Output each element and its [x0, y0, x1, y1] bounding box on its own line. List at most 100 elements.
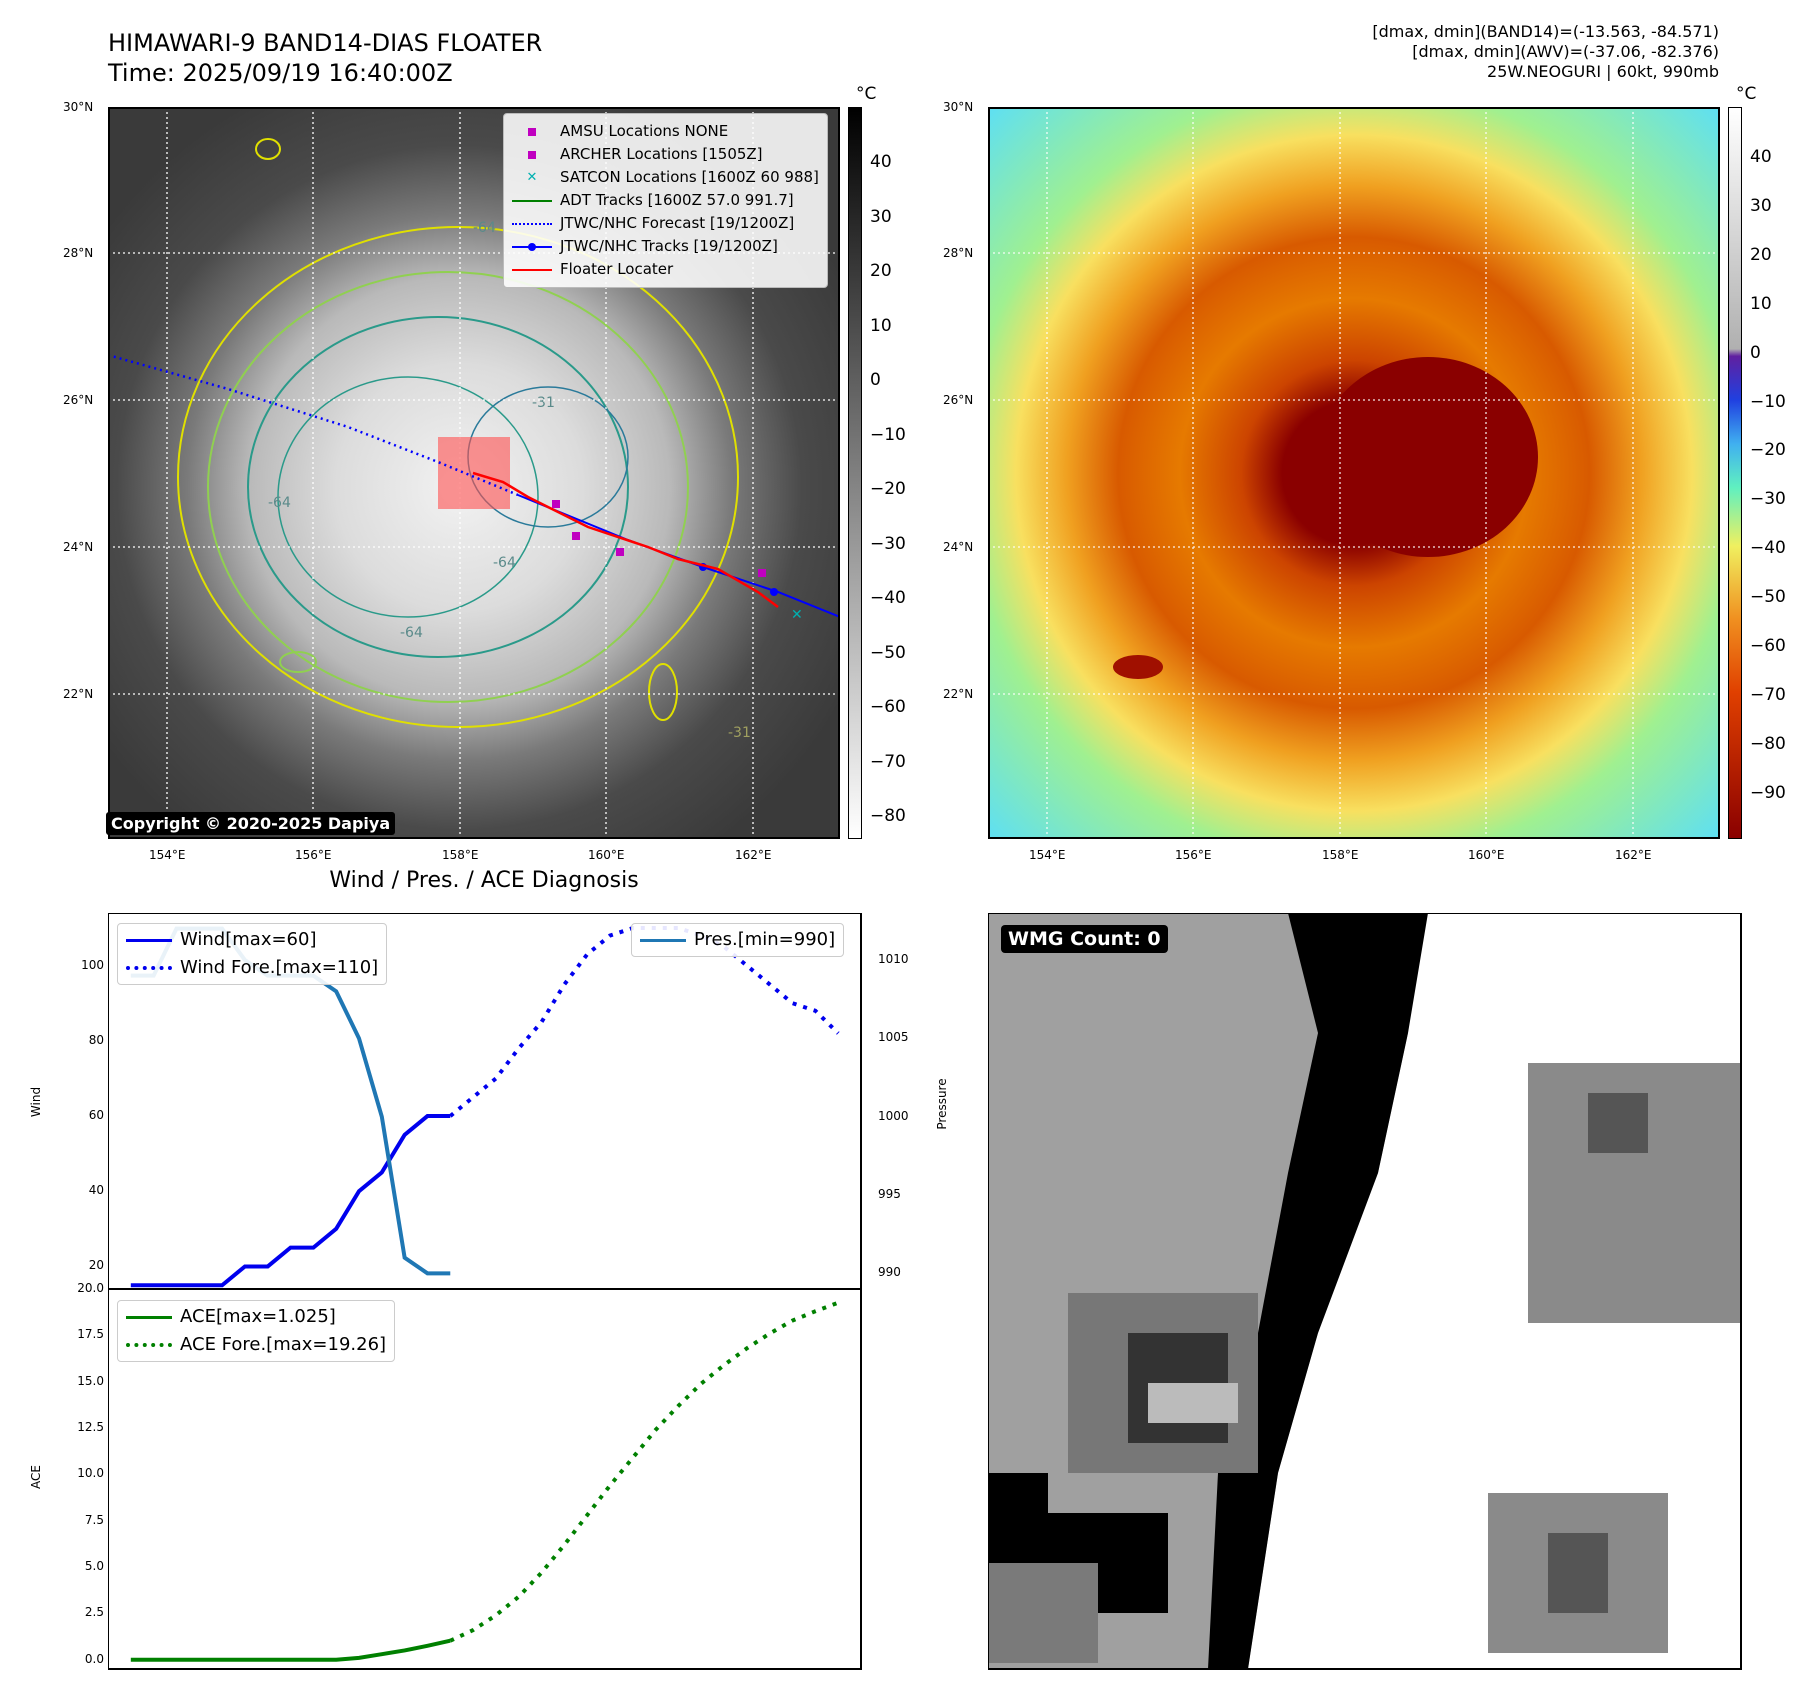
- contour-label: -64: [473, 220, 496, 236]
- legend-item: ARCHER Locations [1505Z]: [512, 143, 819, 166]
- colorbar-tick-label: −10: [870, 424, 906, 445]
- axis-tick-label: 7.5: [84, 1512, 104, 1527]
- colorbar-awv: [1728, 107, 1742, 839]
- colorbar-tick-label: −60: [1750, 636, 1786, 656]
- axis-tick-label: 990: [878, 1265, 901, 1280]
- legend-item: Floater Locater: [512, 258, 819, 281]
- legend-item: AMSU Locations NONE: [512, 120, 819, 143]
- lat-label: 22°N: [943, 687, 974, 701]
- ace-legend: ACE[max=1.025] ACE Fore.[max=19.26]: [117, 1300, 396, 1362]
- lon-label: 158°E: [1322, 848, 1359, 862]
- colorbar-tick-label: 40: [870, 152, 892, 172]
- legend-pres: Pres.[min=990]: [694, 929, 836, 950]
- axis-tick-label: 40: [88, 1183, 104, 1198]
- lat-label: 30°N: [63, 100, 94, 114]
- axis-tick-label: 20: [88, 1258, 104, 1273]
- contour-label: -64: [268, 495, 291, 511]
- axis-tick-label: 0.0: [84, 1651, 104, 1666]
- pressure-legend: Pres.[min=990]: [631, 923, 845, 957]
- wmg-panel: [988, 913, 1742, 1670]
- colorbar-tick-label: −80: [870, 806, 906, 826]
- axis-tick-label: 12.5: [77, 1420, 104, 1435]
- colorbar-tick-label: −50: [870, 642, 906, 663]
- lat-label: 26°N: [943, 393, 974, 407]
- colorbar-tick-label: 10: [870, 315, 892, 336]
- colorbar-tick-label: −50: [1750, 587, 1786, 608]
- axis-tick-label: 80: [88, 1032, 104, 1047]
- info-line-3: 25W.NEOGURI | 60kt, 990mb: [1487, 62, 1719, 81]
- colorbar-tick-label: −60: [870, 697, 906, 717]
- colorbar-tick-label: −40: [1750, 538, 1786, 559]
- colorbar-tick-label: 30: [870, 206, 892, 227]
- colorbar-unit: °C: [1736, 84, 1757, 104]
- colorbar-tick-label: 30: [1750, 195, 1772, 216]
- legend-wind-fore: Wind Fore.[max=110]: [180, 957, 379, 978]
- legend-item: JTWC/NHC Tracks [19/1200Z]: [512, 235, 819, 258]
- lon-label: 156°E: [295, 848, 332, 862]
- wmg-count-badge: WMG Count: 0: [1001, 925, 1168, 953]
- legend-ace-fore: ACE Fore.[max=19.26]: [180, 1334, 387, 1355]
- contour-label: -31: [532, 395, 555, 411]
- ace-series: [130, 1638, 451, 1662]
- axis-tick-label: 1005: [878, 1030, 909, 1045]
- storm-info: [dmax, dmin](BAND14)=(-13.563, -84.571) …: [1372, 22, 1719, 82]
- wind-series: [130, 1114, 451, 1288]
- lat-label: 22°N: [63, 687, 94, 701]
- title-line-1: HIMAWARI-9 BAND14-DIAS FLOATER: [108, 29, 543, 57]
- colorbar-tick-label: 10: [1750, 293, 1772, 314]
- contour-label: -31: [728, 725, 751, 741]
- lon-label: 160°E: [588, 848, 625, 862]
- lat-label: 24°N: [63, 540, 94, 554]
- svg-text:✕: ✕: [791, 607, 803, 623]
- axis-tick-label: 1000: [878, 1108, 909, 1123]
- colorbar-tick-label: −20: [870, 479, 906, 499]
- lon-label: 158°E: [442, 848, 479, 862]
- lon-label: 156°E: [1175, 848, 1212, 862]
- colorbar-tick-label: 0: [1750, 342, 1761, 363]
- colorbar-tick-label: −40: [870, 588, 906, 608]
- colorbar-tick-label: −90: [1750, 782, 1786, 803]
- lon-label: 162°E: [1615, 848, 1652, 862]
- axis-tick-label: 10.0: [77, 1466, 104, 1481]
- colorbar-gray: [848, 107, 862, 839]
- map-legend: AMSU Locations NONE ARCHER Locations [15…: [503, 113, 828, 288]
- colorbar-unit: °C: [856, 84, 877, 104]
- lat-label: 30°N: [943, 100, 974, 114]
- lat-label: 24°N: [943, 540, 974, 554]
- info-line-2: [dmax, dmin](AWV)=(-37.06, -82.376): [1412, 42, 1719, 61]
- colorbar-tick-label: 40: [1750, 147, 1772, 167]
- colorbar-tick-label: 20: [870, 261, 892, 281]
- colorbar-tick-label: −30: [1750, 489, 1786, 510]
- wind-legend: Wind[max=60] Wind Fore.[max=110]: [117, 923, 388, 985]
- legend-item: ✕ SATCON Locations [1600Z 60 988]: [526, 168, 819, 186]
- ir-map-frame: [108, 107, 840, 839]
- colorbar-tick-label: −80: [1750, 733, 1786, 754]
- axis-tick-label: 100: [81, 957, 104, 972]
- colorbar-tick-label: 0: [870, 370, 881, 390]
- legend-item: ADT Tracks [1600Z 57.0 991.7]: [512, 189, 819, 212]
- contour-label: -64: [400, 625, 423, 641]
- colorbar-tick-label: 20: [1750, 244, 1772, 265]
- axis-tick-label: 2.5: [84, 1605, 104, 1620]
- copyright-badge: Copyright © 2020-2025 Dapiya: [106, 812, 396, 835]
- figure-title: HIMAWARI-9 BAND14-DIAS FLOATER Time: 202…: [108, 28, 542, 88]
- floater-track: [472, 471, 779, 608]
- diagnosis-title: Wind / Pres. / ACE Diagnosis: [329, 868, 639, 893]
- axis-tick-label: 20.0: [77, 1281, 104, 1295]
- legend-wind: Wind[max=60]: [180, 929, 317, 950]
- awv-map-frame: [988, 107, 1720, 839]
- axis-tick-label: 1010: [878, 952, 909, 966]
- colorbar-tick-label: −20: [1750, 440, 1786, 461]
- lon-label: 162°E: [735, 848, 772, 862]
- colorbar-tick-label: −70: [870, 751, 906, 772]
- pressure-axis-label: Pressure: [935, 1078, 949, 1130]
- contour-yellow-outer: [177, 226, 739, 728]
- awv-satellite-map: [988, 107, 1720, 839]
- axis-tick-label: 995: [878, 1187, 901, 1201]
- legend-item: JTWC/NHC Forecast [19/1200Z]: [512, 212, 819, 235]
- lon-label: 160°E: [1468, 848, 1505, 862]
- wind-axis-label: Wind: [29, 1086, 43, 1118]
- map-grid: [988, 107, 1720, 839]
- axis-tick-label: 17.5: [77, 1327, 104, 1342]
- lon-label: 154°E: [1029, 848, 1066, 862]
